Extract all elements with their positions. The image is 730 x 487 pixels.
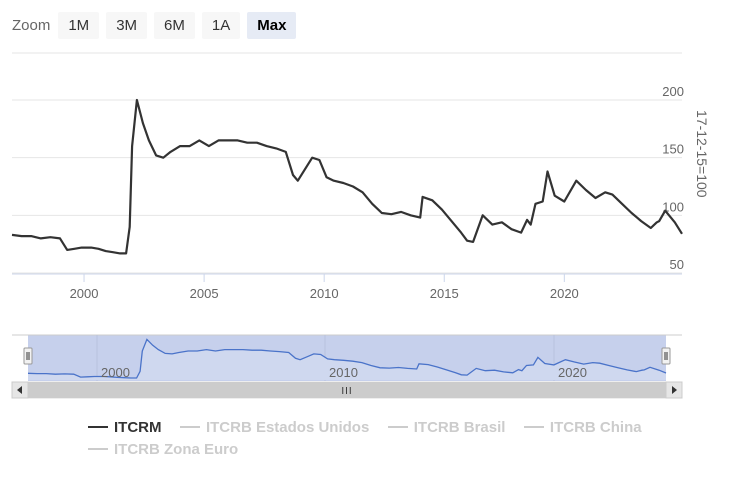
navigator-tick-2020: 2020 [558, 365, 587, 380]
navigator-series-area [28, 339, 666, 380]
navigator: 2000 2010 2020 [12, 334, 682, 381]
navigator-tick-2010: 2010 [329, 365, 358, 380]
zoom-1a-button[interactable]: 1A [201, 11, 241, 39]
legend-label: ITCRM [114, 418, 162, 436]
y-tick-label: 50 [670, 257, 684, 272]
navigator-series-line [27, 338, 667, 379]
y-tick-label: 200 [662, 84, 684, 99]
x-axis: 2000 2005 2010 2015 2020 [70, 274, 579, 301]
legend-swatch [387, 426, 408, 428]
legend-label: ITCRB China [549, 418, 642, 436]
series-line-itcrm[interactable] [11, 98, 683, 255]
legend-label: ITCRB Brasil [413, 418, 506, 436]
zoom-max-button[interactable]: Max [247, 11, 297, 39]
navigator-tick-2000: 2000 [101, 365, 130, 380]
zoom-control: Zoom 1M 3M 6M 1A Max [12, 11, 303, 39]
scrollbar[interactable]: III [11, 381, 683, 399]
legend-item-itcrb-estados-unidos[interactable]: ITCRB Estados Unidos [179, 416, 370, 438]
x-tick-label: 2010 [310, 286, 339, 301]
navigator-left-handle[interactable] [23, 347, 33, 365]
x-tick-label: 2000 [70, 286, 99, 301]
legend-swatch [179, 426, 200, 428]
legend-item-itcrm[interactable]: ITCRM [88, 416, 162, 438]
y-axis: 50 100 150 200 [662, 84, 684, 272]
navigator-right-handle[interactable] [661, 347, 671, 365]
chart-area: 2000 2005 2010 2015 2020 50 100 150 200 17-12-1… [11, 52, 710, 399]
legend-item-itcrb-zona-euro[interactable]: ITCRB Zona Euro [88, 438, 238, 460]
zoom-1m-button[interactable]: 1M [58, 11, 100, 39]
legend-item-itcrb-brasil[interactable]: ITCRB Brasil [387, 416, 506, 438]
y-tick-label: 100 [662, 199, 684, 214]
arrow-left-icon [17, 386, 22, 394]
zoom-6m-button[interactable]: 6M [154, 11, 195, 39]
legend-swatch [523, 426, 544, 428]
grid-lines [12, 52, 682, 275]
scrollbar-thumb[interactable] [28, 382, 666, 398]
x-tick-label: 2015 [430, 286, 459, 301]
zoom-label: Zoom [12, 16, 51, 34]
zoom-3m-button[interactable]: 3M [106, 11, 148, 39]
legend-label: ITCRB Estados Unidos [205, 418, 370, 436]
legend-label: ITCRB Zona Euro [114, 440, 239, 458]
legend-item-itcrb-china[interactable]: ITCRB China [523, 416, 642, 438]
scrollbar-grip: III [341, 386, 352, 397]
legend: ITCRM ITCRB Estados Unidos ITCRB Brasil … [88, 416, 688, 460]
x-tick-label: 2020 [550, 286, 579, 301]
y-tick-label: 150 [662, 142, 684, 157]
y-axis-title: 17-12-15=100 [694, 110, 710, 198]
legend-swatch [88, 448, 108, 450]
legend-swatch [88, 426, 108, 428]
arrow-right-icon [672, 386, 677, 394]
x-tick-label: 2005 [190, 286, 219, 301]
